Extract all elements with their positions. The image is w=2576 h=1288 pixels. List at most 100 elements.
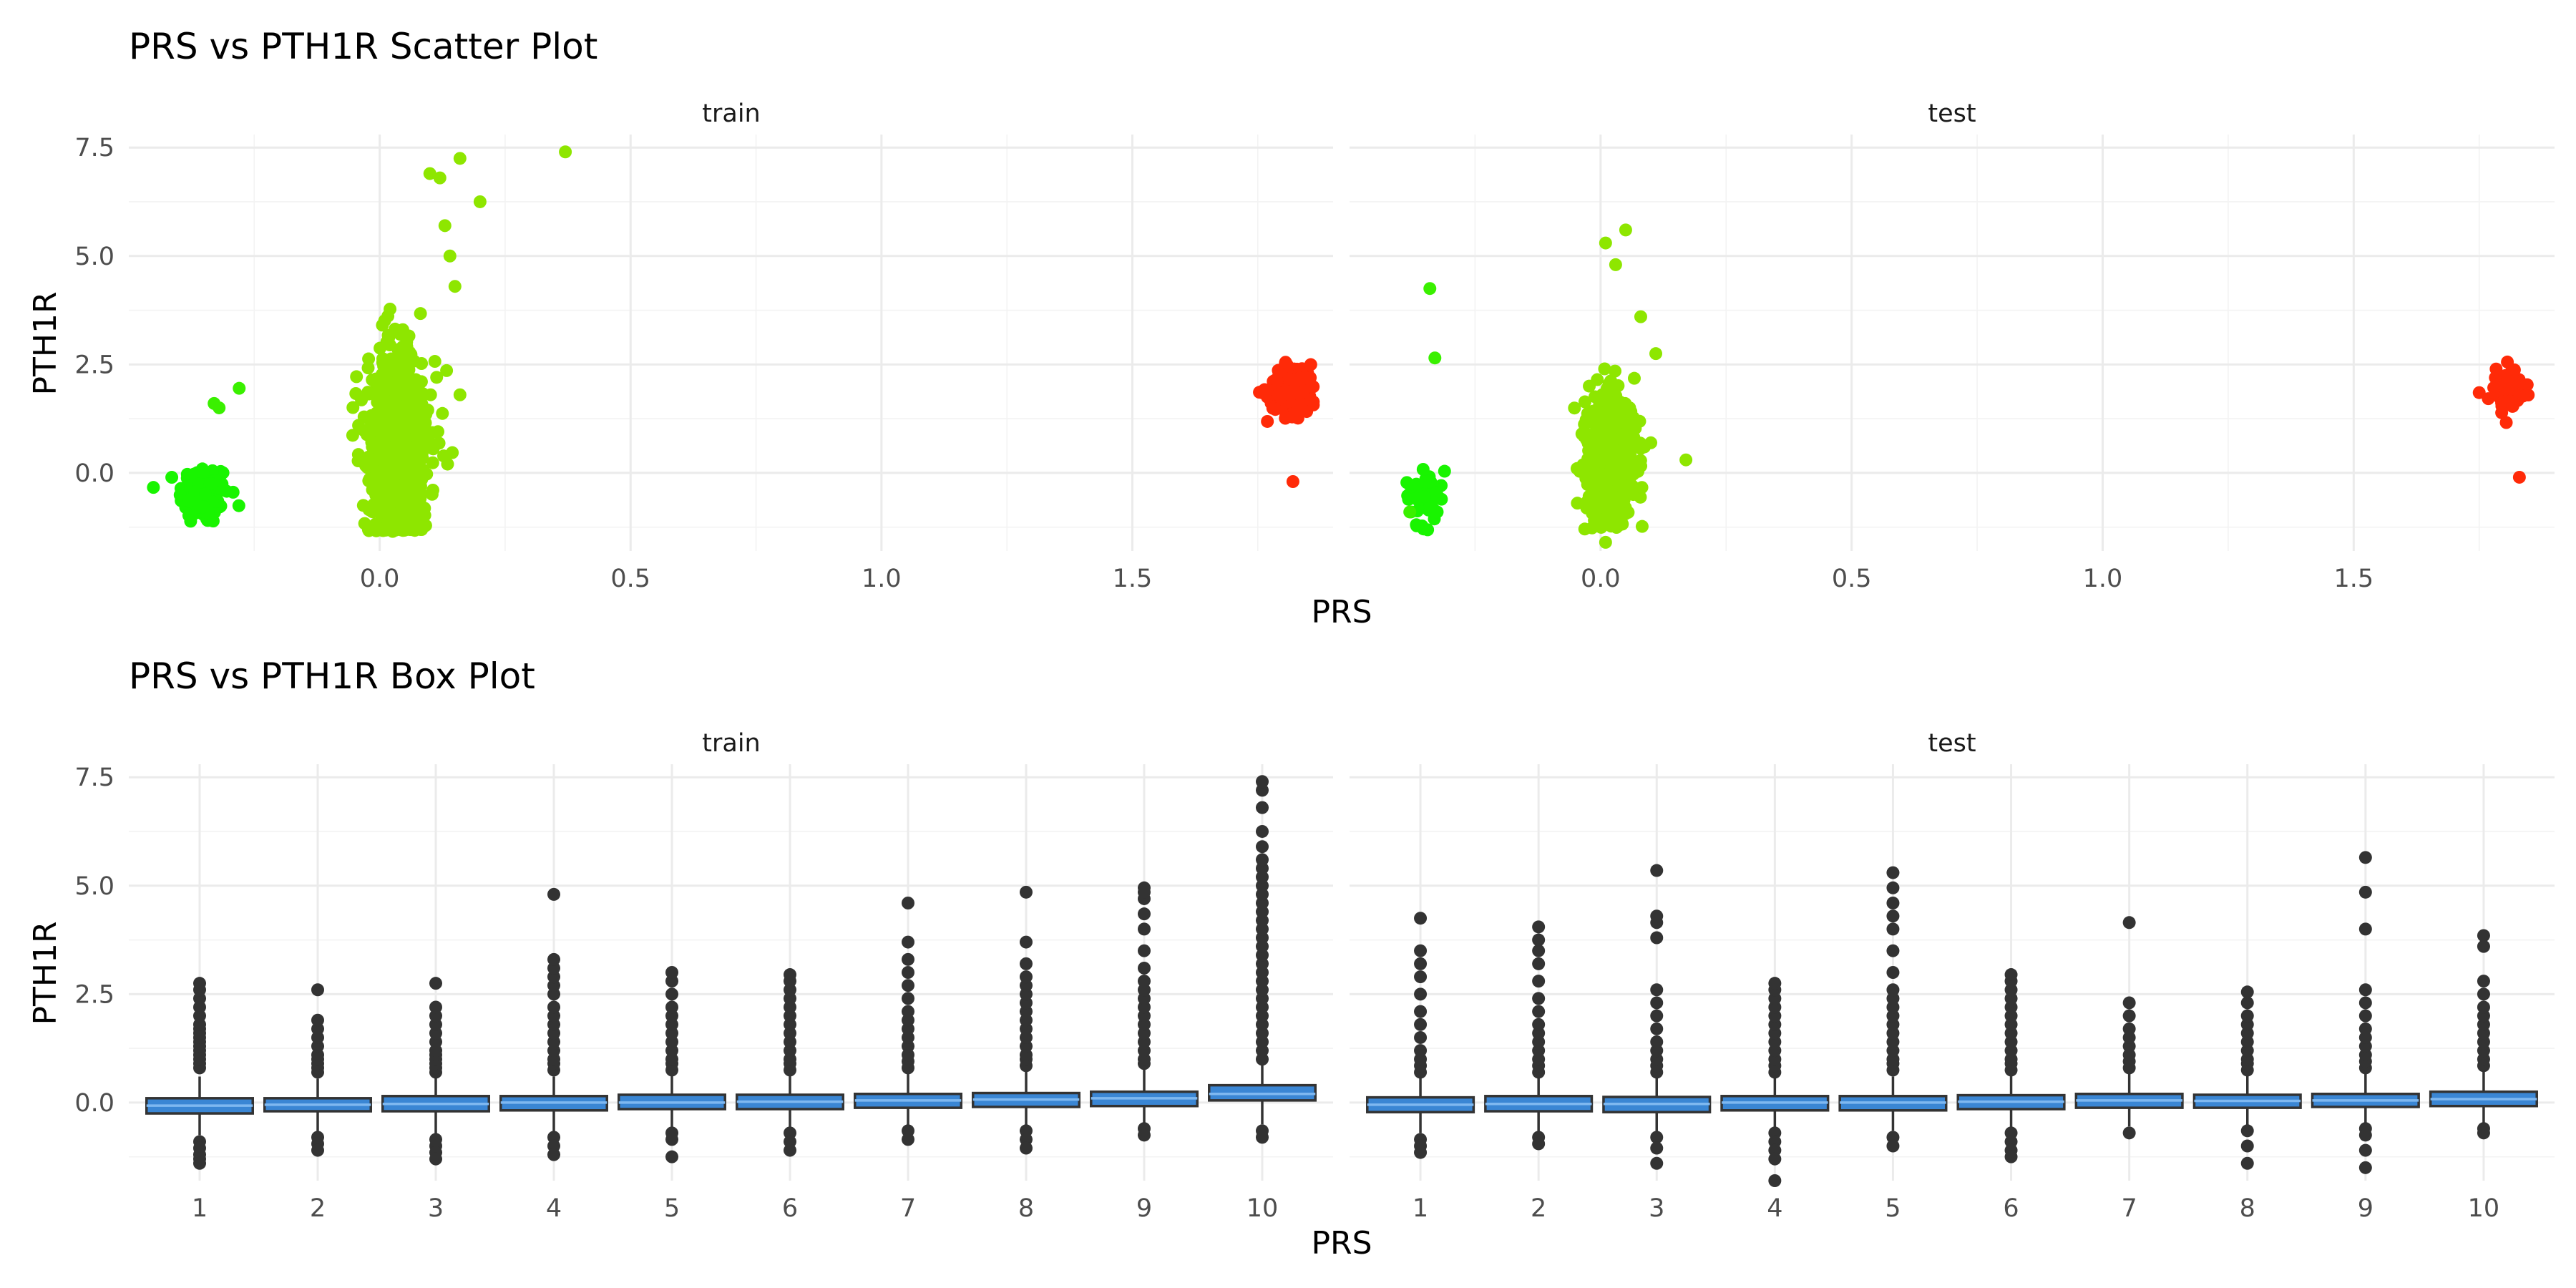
scatter-point — [1604, 374, 1618, 388]
scatter-point — [1568, 401, 1581, 415]
box-outlier — [1138, 922, 1151, 936]
scatter-point — [2495, 396, 2509, 410]
box-outlier — [1020, 885, 1033, 899]
scatter-x-tick-label: 0.0 — [1581, 565, 1621, 593]
box-group — [2192, 985, 2302, 1170]
scatter-point — [1594, 467, 1608, 481]
scatter-point — [1299, 371, 1312, 385]
scatter-point — [386, 356, 399, 370]
box-x-tick-label: 9 — [2358, 1194, 2373, 1223]
box-outlier — [1256, 853, 1269, 867]
box-y-tick-label: 7.5 — [74, 763, 114, 792]
box-x-tick-label: 6 — [2003, 1194, 2019, 1223]
scatter-point — [232, 499, 245, 512]
scatter-point — [1612, 412, 1626, 426]
scatter-point — [453, 388, 467, 401]
box-outlier — [2358, 851, 2372, 864]
box-x-tick-label: 1 — [1413, 1194, 1428, 1223]
scatter-point — [443, 249, 457, 263]
box-x-tick-label: 6 — [782, 1194, 798, 1223]
box-outlier — [1020, 1141, 1033, 1155]
box-outlier — [2240, 1139, 2254, 1153]
box-outlier — [1532, 957, 1546, 970]
scatter-point — [1634, 454, 1647, 467]
box-group — [1956, 968, 2066, 1163]
box-outlier — [1532, 944, 1546, 957]
box-outlier — [902, 992, 914, 1005]
scatter-point — [426, 456, 439, 469]
scatter-point — [226, 485, 240, 499]
box-outlier — [665, 987, 678, 1001]
scatter-point — [1418, 475, 1432, 489]
scatter-point — [376, 356, 389, 369]
scatter-point — [1261, 414, 1274, 428]
box-plot: PRS vs PTH1R Box Plot train test 0.0 2.5 5… — [27, 655, 2555, 1262]
box-outlier — [2477, 1126, 2490, 1140]
scatter-point — [2512, 470, 2526, 484]
box-outlier — [2358, 885, 2372, 899]
box-outlier — [1532, 933, 1546, 947]
box-outlier — [2477, 929, 2490, 942]
scatter-x-tick-label: 1.0 — [2083, 565, 2123, 593]
box-outlier — [1768, 977, 1782, 990]
scatter-point — [1614, 490, 1628, 504]
scatter-point — [1410, 519, 1423, 532]
scatter-point — [184, 514, 197, 528]
box-x-tick-labels-test: 1 2 3 4 5 6 7 8 9 10 — [1413, 1194, 2499, 1223]
scatter-point — [415, 357, 429, 371]
scatter-point — [436, 449, 450, 463]
box-outlier — [1020, 935, 1033, 949]
scatter-point — [371, 396, 384, 409]
box-x-tick-label: 4 — [1767, 1194, 1782, 1223]
scatter-point — [1297, 385, 1310, 399]
scatter-point — [399, 388, 413, 401]
scatter-point — [352, 419, 366, 432]
box-outlier — [1256, 840, 1269, 854]
scatter-point — [387, 469, 401, 482]
box-outlier — [1414, 970, 1428, 984]
scatter-point — [389, 390, 403, 404]
scatter-point — [425, 487, 439, 501]
scatter-point — [1304, 358, 1317, 371]
box-outlier — [1020, 957, 1033, 970]
box-outlier — [665, 966, 678, 979]
scatter-strip-test: test — [1928, 99, 1976, 128]
scatter-point — [1614, 448, 1628, 462]
scatter-point — [365, 423, 379, 436]
box-outlier — [902, 897, 914, 909]
box-outlier — [2240, 985, 2254, 999]
box-outlier — [902, 935, 914, 949]
box-x-tick-label: 7 — [900, 1194, 916, 1223]
box-y-tick-labels: 0.0 2.5 5.0 7.5 — [74, 763, 114, 1118]
scatter-point — [374, 341, 387, 355]
scatter-point — [379, 501, 393, 514]
scatter-point — [1579, 472, 1593, 485]
scatter-point — [196, 465, 210, 479]
box-outlier — [1414, 1018, 1428, 1031]
box-outlier — [784, 968, 796, 982]
scatter-y-tick-labels: 0.0 2.5 5.0 7.5 — [74, 134, 114, 488]
scatter-point — [1591, 454, 1604, 467]
box-outlier — [1414, 1030, 1428, 1044]
box-outlier — [1138, 881, 1151, 894]
box-outlier — [1650, 864, 1664, 877]
box-outlier — [2477, 940, 2490, 953]
scatter-point — [147, 481, 160, 494]
box-group — [499, 887, 608, 1161]
box-marks-train — [145, 775, 1317, 1170]
box-outlier — [1414, 1005, 1428, 1018]
scatter-point — [1618, 507, 1631, 521]
scatter-point — [1595, 411, 1609, 425]
scatter-point — [165, 471, 179, 484]
scatter-point — [412, 464, 426, 477]
scatter-point — [1266, 401, 1279, 415]
scatter-point — [391, 428, 405, 441]
scatter-point — [2516, 389, 2529, 403]
scatter-points-test — [1400, 223, 2535, 549]
box-outlier — [1768, 1152, 1782, 1166]
scatter-point — [1610, 517, 1624, 530]
scatter-point — [1582, 489, 1596, 503]
scatter-point — [1428, 351, 1442, 365]
scatter-y-tick-label: 2.5 — [74, 351, 114, 379]
scatter-point — [1282, 388, 1296, 401]
